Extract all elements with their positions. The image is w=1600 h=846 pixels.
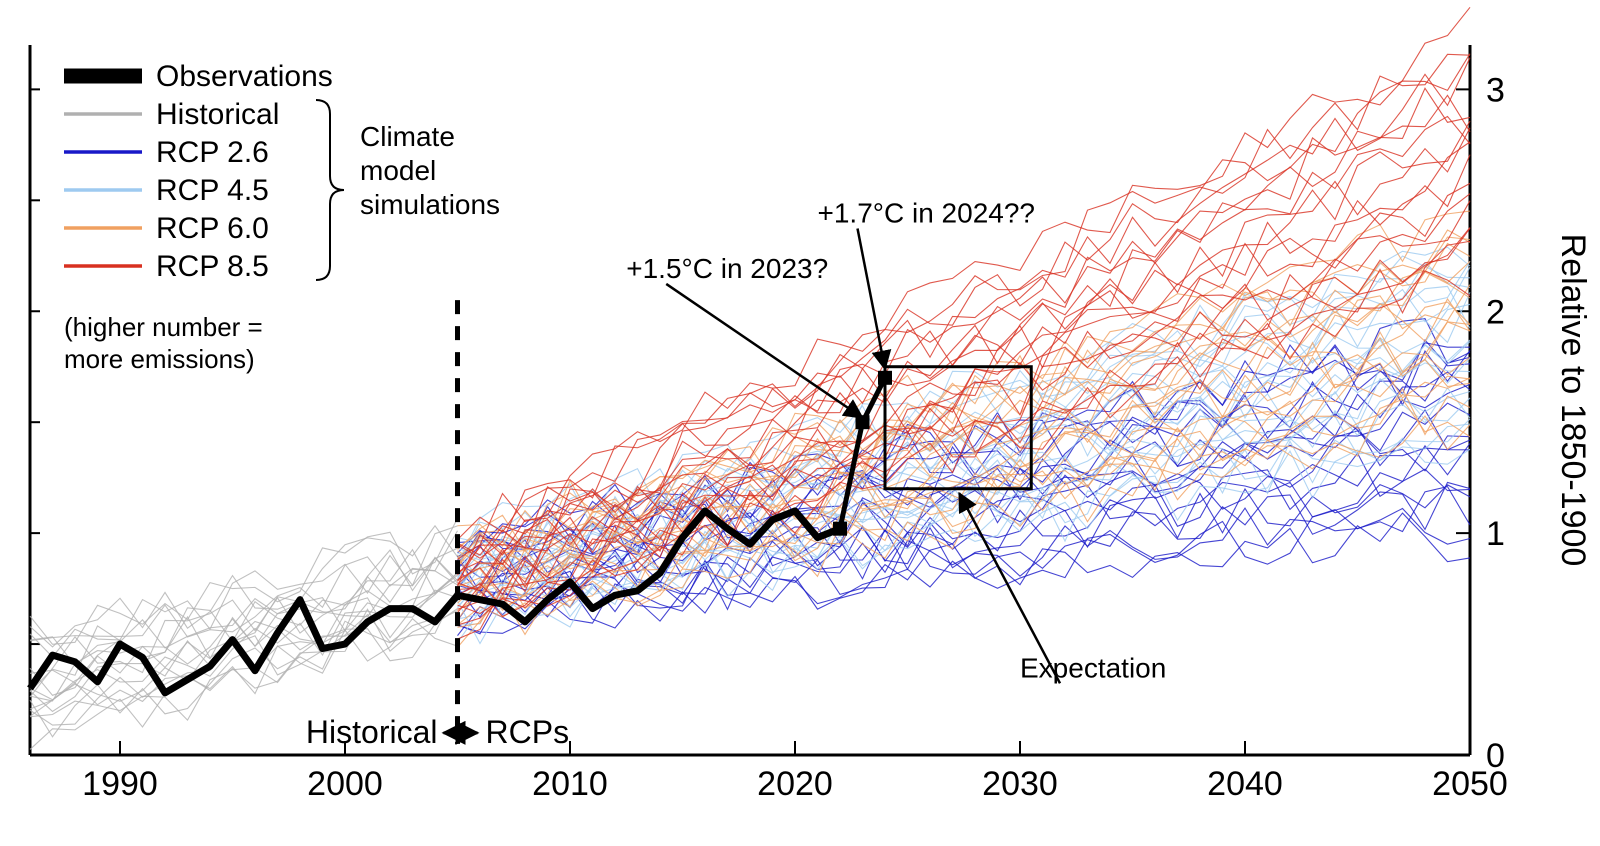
- x-tick-label: 2020: [757, 765, 833, 803]
- x-tick-label: 1990: [82, 765, 158, 803]
- x-tick-label: 2040: [1207, 765, 1283, 803]
- y-tick-label: 3: [1486, 71, 1505, 109]
- rcps-label: RCPs: [486, 714, 570, 750]
- legend-label: Observations: [156, 60, 333, 93]
- legend-label: Historical: [156, 98, 279, 131]
- annotation-expectation: Expectation: [1020, 652, 1166, 683]
- y-tick-label: 0: [1486, 737, 1505, 775]
- legend-brace-label: model: [360, 155, 436, 186]
- y-axis-title: Relative to 1850-1900: [1554, 234, 1592, 567]
- legend-label: RCP 6.0: [156, 212, 269, 245]
- y-tick-label: 1: [1486, 515, 1505, 553]
- x-tick-label: 2030: [982, 765, 1058, 803]
- legend-brace-label: simulations: [360, 189, 500, 220]
- legend-label: RCP 8.5: [156, 250, 269, 283]
- annotation-q2023: +1.5°C in 2023?: [626, 253, 828, 284]
- annotation-q2024: +1.7°C in 2024??: [818, 198, 1035, 229]
- legend-brace-label: Climate: [360, 121, 455, 152]
- x-tick-label: 2000: [307, 765, 383, 803]
- legend-label: RCP 2.6: [156, 136, 269, 169]
- chart-svg: 19902000201020202030204020500123Relative…: [0, 0, 1600, 846]
- legend-label: RCP 4.5: [156, 174, 269, 207]
- historical-label: Historical: [306, 714, 438, 750]
- marker-square: [833, 522, 847, 536]
- y-tick-label: 2: [1486, 293, 1505, 331]
- climate-projection-chart: 19902000201020202030204020500123Relative…: [0, 0, 1600, 846]
- legend-note: more emissions): [64, 344, 255, 374]
- legend-note: (higher number =: [64, 312, 263, 342]
- x-tick-label: 2010: [532, 765, 608, 803]
